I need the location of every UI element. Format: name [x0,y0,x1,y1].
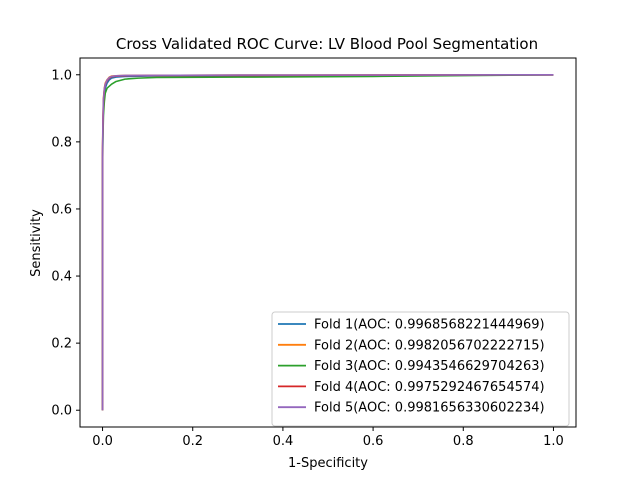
legend-box [271,311,570,427]
legend: Fold 1(AOC: 0.9968568221444969) Fold 2(AO… [271,311,570,427]
x-tick-label: 1.0 [543,434,564,449]
x-tick-label: 0.8 [453,434,474,449]
x-tick-label: 0.2 [182,434,203,449]
legend-label-fold-3: Fold 3(AOC: 0.9943546629704263) [314,359,545,374]
axes: 0.0 0.2 0.4 0.6 0.8 1.0 0.0 0.2 0.4 0.6 0.8 1.0 [51,57,577,449]
y-tick-label: 0.2 [51,337,72,352]
x-tick-label: 0.6 [363,434,384,449]
y-tick-label: 0.4 [51,270,72,285]
x-tick-label: 0.0 [92,434,113,449]
legend-label-fold-4: Fold 4(AOC: 0.9975292467654574) [314,380,545,395]
chart-title: Cross Validated ROC Curve: LV Blood Pool… [116,35,538,53]
legend-label-fold-2: Fold 2(AOC: 0.9982056702222715) [314,338,545,353]
legend-label-fold-1: Fold 1(AOC: 0.9968568221444969) [314,318,545,333]
y-axis-label: Sensitivity [29,209,44,277]
axes-frame [79,57,577,428]
plot-area [101,73,554,411]
y-tick-label: 0.0 [51,404,72,419]
x-tick-label: 0.4 [273,434,294,449]
y-tick-label: 0.8 [51,135,72,150]
legend-label-fold-5: Fold 5(AOC: 0.9981656330602234) [314,401,545,416]
y-tick-label: 1.0 [51,68,72,83]
series-line-fold-5 [101,73,554,411]
y-tick-label: 0.6 [51,202,72,217]
x-axis-label: 1-Specificity [288,456,368,471]
